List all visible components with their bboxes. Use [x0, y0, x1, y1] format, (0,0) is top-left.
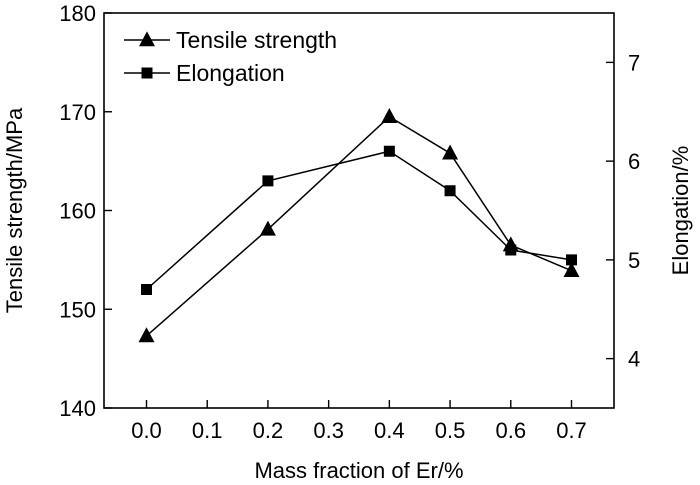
elongation-point-2 — [383, 145, 395, 157]
y-axis-title-right: Elongation/% — [668, 146, 693, 276]
tensile-strength-point-3 — [442, 144, 459, 160]
y-axis-title-left: Tensile strength/MPa — [2, 107, 27, 313]
y-right-tick-label-3: 7 — [628, 50, 640, 75]
y-right-tick-label-1: 5 — [628, 248, 640, 273]
plot-frame — [103, 12, 615, 409]
tensile-strength-point-0 — [138, 327, 155, 343]
y-left-tick-label-0: 140 — [59, 396, 96, 421]
tensile-strength-line — [146, 115, 572, 337]
elongation-point-4 — [505, 244, 517, 256]
x-axis-title: Mass fraction of Er/% — [254, 458, 463, 483]
y-left-tick-label-2: 160 — [59, 199, 96, 224]
x-tick-label-4: 0.4 — [374, 418, 405, 443]
y-left-tick-label-4: 180 — [59, 1, 96, 26]
elongation-point-3 — [444, 185, 456, 197]
legend: Tensile strength Elongation — [124, 27, 337, 86]
elongation-point-1 — [262, 175, 274, 187]
x-tick-label-0: 0.0 — [131, 418, 162, 443]
x-tick-label-5: 0.5 — [435, 418, 466, 443]
elongation-point-5 — [566, 254, 577, 266]
x-tick-label-3: 0.3 — [313, 418, 344, 443]
legend-elongation-label: Elongation — [176, 60, 285, 86]
x-tick-label-6: 0.6 — [495, 418, 526, 443]
y-left-tick-label-1: 150 — [59, 297, 96, 322]
y-right-tick-label-2: 6 — [628, 149, 640, 174]
y-right-tick-label-0: 4 — [628, 347, 640, 372]
legend-tensile-strength-marker — [139, 31, 155, 47]
legend-elongation-marker — [141, 67, 153, 79]
tensile-strength-point-1 — [259, 220, 276, 236]
x-tick-label-7: 0.7 — [556, 418, 587, 443]
tensile-strength-point-5 — [563, 262, 580, 278]
lines-layer — [145, 115, 572, 337]
x-tick-label-2: 0.2 — [253, 418, 284, 443]
markers-layer — [138, 108, 580, 343]
tensile-strength-point-2 — [381, 108, 398, 123]
elongation-point-0 — [141, 284, 152, 295]
x-tick-label-1: 0.1 — [192, 418, 223, 443]
ticks-layer: 0.0 0.1 0.2 0.3 0.4 0.5 0.6 0.7 140 150 160 170 180 4… — [59, 1, 640, 443]
legend-tensile-strength-label: Tensile strength — [176, 27, 337, 53]
elongation-line — [145, 150, 572, 291]
y-left-tick-label-3: 170 — [59, 100, 96, 125]
